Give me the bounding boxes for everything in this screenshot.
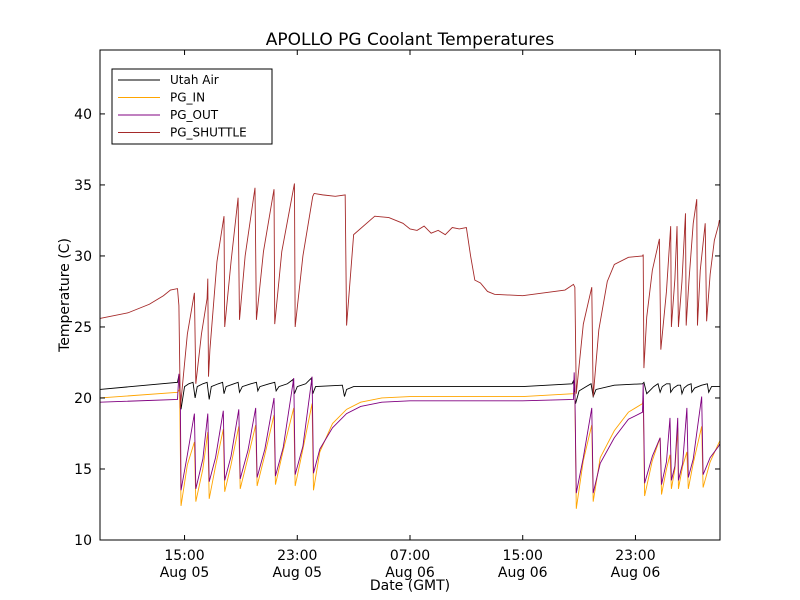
legend: Utah Air PG_IN PG_OUT PG_SHUTTLE bbox=[111, 68, 273, 145]
x-tick-label-time: 23:00 bbox=[615, 548, 655, 564]
x-tick-label-date: Aug 06 bbox=[385, 565, 435, 581]
x-tick-label-date: Aug 06 bbox=[498, 565, 548, 581]
y-tick-label: 10 bbox=[74, 533, 92, 549]
y-tick-label: 15 bbox=[74, 462, 92, 478]
legend-label: PG_OUT bbox=[170, 108, 219, 122]
x-tick-label-date: Aug 05 bbox=[160, 565, 210, 581]
plot-frame bbox=[99, 49, 721, 541]
x-tick-label-time: 07:00 bbox=[390, 548, 430, 564]
x-tick-label-date: Aug 06 bbox=[611, 565, 661, 581]
x-tick-label-time: 23:00 bbox=[277, 548, 317, 564]
legend-label: Utah Air bbox=[170, 73, 219, 87]
legend-box bbox=[111, 68, 273, 145]
y-tick-label: 40 bbox=[74, 107, 92, 123]
legend-label: PG_IN bbox=[170, 91, 205, 105]
y-tick-label: 35 bbox=[74, 178, 92, 194]
series-line-utah-air bbox=[99, 375, 720, 410]
y-tick-label: 20 bbox=[74, 391, 92, 407]
x-tick-label-time: 15:00 bbox=[164, 548, 204, 564]
y-axis-label: Temperature (C) bbox=[57, 238, 73, 353]
chart-title: APOLLO PG Coolant Temperatures bbox=[266, 30, 555, 50]
series-line-pg-shuttle bbox=[99, 183, 720, 408]
series-layer bbox=[99, 183, 721, 509]
x-tick-label-time: 15:00 bbox=[503, 548, 543, 564]
x-axis-label: Date (GMT) bbox=[370, 578, 450, 594]
x-tick-label-date: Aug 05 bbox=[272, 565, 322, 581]
y-tick-label: 30 bbox=[74, 249, 92, 265]
legend-label: PG_SHUTTLE bbox=[170, 126, 247, 140]
y-tick-label: 25 bbox=[74, 320, 92, 336]
series-line-pg-out bbox=[99, 372, 721, 494]
